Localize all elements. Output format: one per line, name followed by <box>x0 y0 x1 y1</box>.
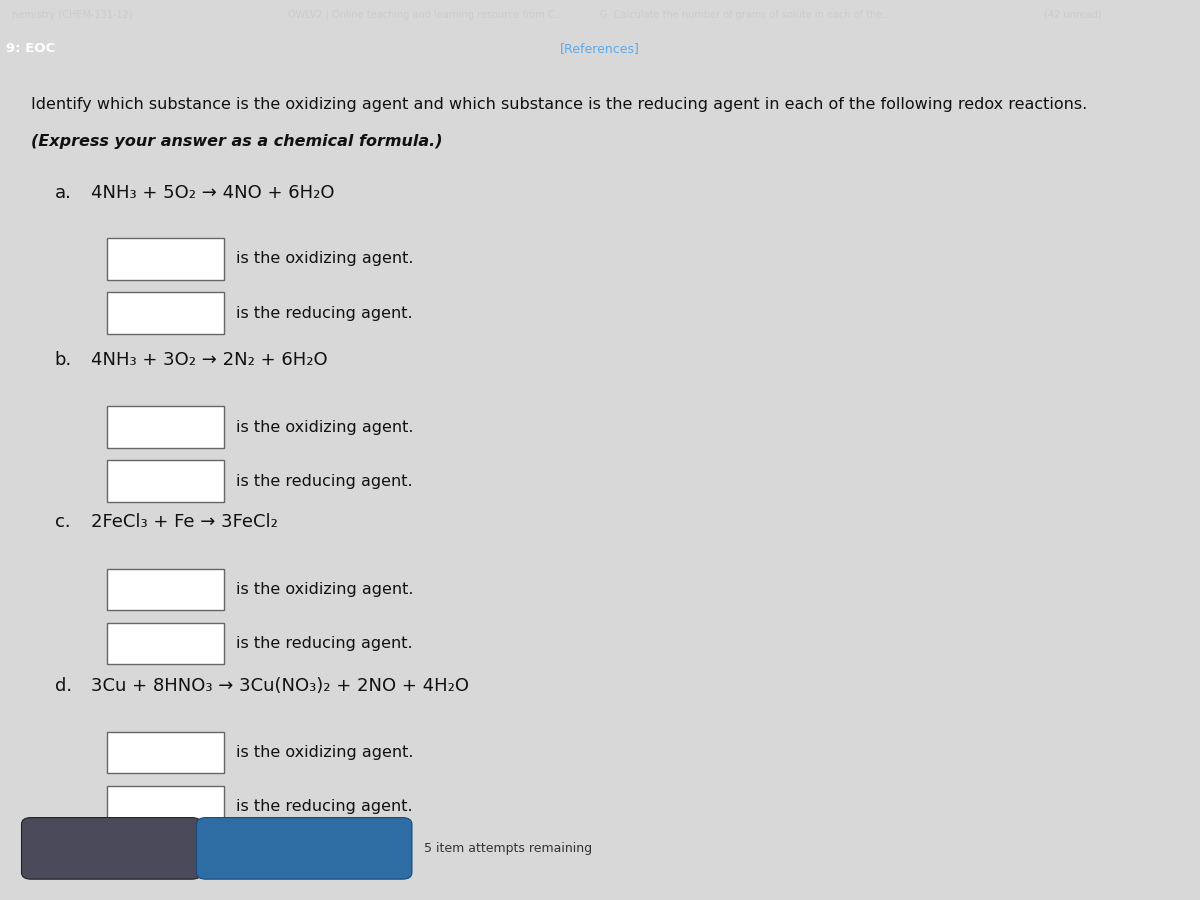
Text: is the oxidizing agent.: is the oxidizing agent. <box>235 419 413 435</box>
FancyBboxPatch shape <box>197 817 412 879</box>
Text: is the reducing agent.: is the reducing agent. <box>235 636 413 651</box>
Text: is the oxidizing agent.: is the oxidizing agent. <box>235 745 413 760</box>
Text: c.: c. <box>55 513 71 531</box>
Text: 4NH₃ + 5O₂ → 4NO + 6H₂O: 4NH₃ + 5O₂ → 4NO + 6H₂O <box>90 184 334 202</box>
Text: 4NH₃ + 3O₂ → 2N₂ + 6H₂O: 4NH₃ + 3O₂ → 2N₂ + 6H₂O <box>90 351 328 369</box>
Text: is the oxidizing agent.: is the oxidizing agent. <box>235 251 413 266</box>
Text: OWLV2 | Online teaching and learning resource from C...: OWLV2 | Online teaching and learning res… <box>288 10 564 20</box>
FancyBboxPatch shape <box>107 406 224 448</box>
Text: Identify which substance is the oxidizing agent and which substance is the reduc: Identify which substance is the oxidizin… <box>31 96 1087 112</box>
Text: Submit Answer: Submit Answer <box>52 842 170 855</box>
Text: 2FeCl₃ + Fe → 3FeCl₂: 2FeCl₃ + Fe → 3FeCl₂ <box>90 513 277 531</box>
Text: is the reducing agent.: is the reducing agent. <box>235 306 413 320</box>
FancyBboxPatch shape <box>107 569 224 610</box>
Text: 3Cu + 8HNO₃ → 3Cu(NO₃)₂ + 2NO + 4H₂O: 3Cu + 8HNO₃ → 3Cu(NO₃)₂ + 2NO + 4H₂O <box>90 677 468 695</box>
Text: nemistry (CHEM-131-12): nemistry (CHEM-131-12) <box>12 10 132 20</box>
Text: is the oxidizing agent.: is the oxidizing agent. <box>235 582 413 597</box>
Text: G  Calculate the number of grams of solute in each of the...: G Calculate the number of grams of solut… <box>600 10 892 20</box>
FancyBboxPatch shape <box>107 238 224 280</box>
Text: b.: b. <box>55 351 72 369</box>
FancyBboxPatch shape <box>107 623 224 664</box>
FancyBboxPatch shape <box>22 817 202 879</box>
Text: (Express your answer as a chemical formula.): (Express your answer as a chemical formu… <box>31 134 443 149</box>
FancyBboxPatch shape <box>107 786 224 828</box>
FancyBboxPatch shape <box>107 732 224 773</box>
Text: [References]: [References] <box>560 42 640 55</box>
Text: is the reducing agent.: is the reducing agent. <box>235 473 413 489</box>
Text: Try Another Version: Try Another Version <box>227 842 382 855</box>
FancyBboxPatch shape <box>107 292 224 334</box>
Text: is the reducing agent.: is the reducing agent. <box>235 799 413 815</box>
Text: (42 unread): (42 unread) <box>1044 10 1102 20</box>
Text: 9: EOC: 9: EOC <box>6 42 55 55</box>
Text: 5 item attempts remaining: 5 item attempts remaining <box>424 842 592 855</box>
Text: a.: a. <box>55 184 72 202</box>
FancyBboxPatch shape <box>107 461 224 502</box>
Text: d.: d. <box>55 677 72 695</box>
